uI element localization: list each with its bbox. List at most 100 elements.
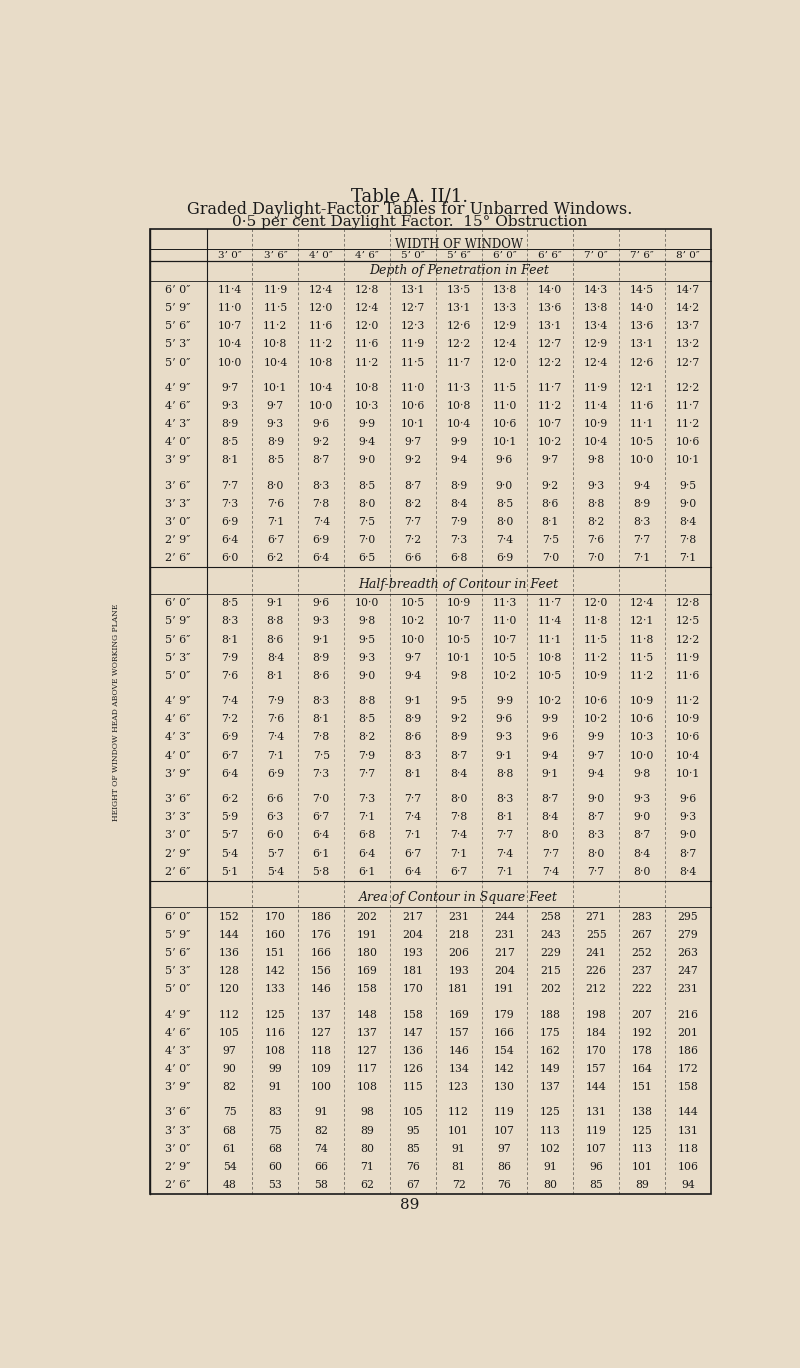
Text: 6·5: 6·5 bbox=[358, 554, 376, 564]
Text: 6·8: 6·8 bbox=[450, 554, 467, 564]
Text: 8·0: 8·0 bbox=[450, 793, 467, 804]
Text: 80: 80 bbox=[360, 1144, 374, 1153]
Text: 54: 54 bbox=[222, 1161, 237, 1172]
Text: 8·1: 8·1 bbox=[221, 456, 238, 465]
Text: 12·4: 12·4 bbox=[309, 285, 334, 294]
Text: 180: 180 bbox=[357, 948, 378, 958]
Text: 7·5: 7·5 bbox=[358, 517, 375, 527]
Text: 4’ 0″: 4’ 0″ bbox=[310, 250, 333, 260]
Text: 138: 138 bbox=[631, 1108, 653, 1118]
Text: 10·6: 10·6 bbox=[630, 714, 654, 724]
Text: 252: 252 bbox=[631, 948, 653, 958]
Text: 82: 82 bbox=[222, 1082, 237, 1092]
Text: 128: 128 bbox=[219, 966, 240, 977]
Text: 9·0: 9·0 bbox=[634, 813, 650, 822]
Text: 8·0: 8·0 bbox=[358, 499, 376, 509]
Text: 10·1: 10·1 bbox=[676, 769, 700, 778]
Text: 8·3: 8·3 bbox=[313, 480, 330, 491]
Text: 12·7: 12·7 bbox=[676, 357, 700, 368]
Text: 91: 91 bbox=[452, 1144, 466, 1153]
Text: 3’ 9″: 3’ 9″ bbox=[166, 456, 191, 465]
Text: 10·5: 10·5 bbox=[630, 438, 654, 447]
Text: 61: 61 bbox=[222, 1144, 237, 1153]
Text: 9·0: 9·0 bbox=[358, 670, 376, 681]
Text: 3’ 0″: 3’ 0″ bbox=[166, 517, 191, 527]
Text: 7·9: 7·9 bbox=[450, 517, 467, 527]
Text: 9·0: 9·0 bbox=[587, 793, 605, 804]
Text: 91: 91 bbox=[314, 1108, 328, 1118]
Text: 3’ 6″: 3’ 6″ bbox=[166, 480, 191, 491]
Text: 9·9: 9·9 bbox=[450, 438, 467, 447]
Text: 4’ 6″: 4’ 6″ bbox=[166, 1027, 191, 1038]
Text: 9·6: 9·6 bbox=[313, 598, 330, 609]
Text: 6·6: 6·6 bbox=[404, 554, 422, 564]
Text: 11·7: 11·7 bbox=[538, 598, 562, 609]
Text: 134: 134 bbox=[448, 1064, 469, 1074]
Text: 10·1: 10·1 bbox=[492, 438, 517, 447]
Text: 9·6: 9·6 bbox=[542, 732, 559, 743]
Text: 6·7: 6·7 bbox=[221, 751, 238, 761]
Text: 7·7: 7·7 bbox=[587, 867, 605, 877]
Text: 94: 94 bbox=[681, 1181, 694, 1190]
Text: 10·2: 10·2 bbox=[492, 670, 517, 681]
Text: 107: 107 bbox=[494, 1126, 515, 1135]
Text: Half-breadth of Contour in Feet: Half-breadth of Contour in Feet bbox=[358, 577, 558, 591]
Text: 142: 142 bbox=[494, 1064, 515, 1074]
Text: 8·2: 8·2 bbox=[404, 499, 422, 509]
Text: 10·8: 10·8 bbox=[263, 339, 287, 349]
Text: 175: 175 bbox=[540, 1027, 561, 1038]
Text: 5’ 6″: 5’ 6″ bbox=[166, 635, 191, 644]
Text: 8·5: 8·5 bbox=[266, 456, 284, 465]
Text: 9·8: 9·8 bbox=[634, 769, 650, 778]
Text: 8·1: 8·1 bbox=[542, 517, 559, 527]
Text: 85: 85 bbox=[406, 1144, 420, 1153]
Text: 8·9: 8·9 bbox=[450, 732, 467, 743]
Text: 12·4: 12·4 bbox=[584, 357, 608, 368]
Text: 11·2: 11·2 bbox=[676, 696, 700, 706]
Text: 9·3: 9·3 bbox=[634, 793, 650, 804]
Text: 3’ 9″: 3’ 9″ bbox=[166, 1082, 191, 1092]
Text: 158: 158 bbox=[357, 985, 378, 995]
Text: 5’ 6″: 5’ 6″ bbox=[446, 250, 470, 260]
Text: 8·3: 8·3 bbox=[496, 793, 513, 804]
Text: 9·7: 9·7 bbox=[587, 751, 605, 761]
Text: 11·2: 11·2 bbox=[676, 419, 700, 430]
Text: 11·0: 11·0 bbox=[218, 302, 242, 313]
Text: 10·1: 10·1 bbox=[263, 383, 287, 393]
Text: 5’ 3″: 5’ 3″ bbox=[166, 966, 191, 977]
Text: 108: 108 bbox=[265, 1047, 286, 1056]
Text: 152: 152 bbox=[219, 911, 240, 922]
Text: 10·1: 10·1 bbox=[446, 653, 471, 662]
Text: 11·1: 11·1 bbox=[538, 635, 562, 644]
Text: 11·5: 11·5 bbox=[263, 302, 287, 313]
Text: 157: 157 bbox=[448, 1027, 469, 1038]
Text: 7·4: 7·4 bbox=[496, 848, 513, 859]
Text: 10·4: 10·4 bbox=[218, 339, 242, 349]
Text: 9·0: 9·0 bbox=[496, 480, 513, 491]
Text: 7·9: 7·9 bbox=[267, 696, 284, 706]
Text: 9·4: 9·4 bbox=[587, 769, 605, 778]
Text: 7·7: 7·7 bbox=[404, 517, 422, 527]
Text: 146: 146 bbox=[310, 985, 332, 995]
Text: 10·9: 10·9 bbox=[584, 419, 608, 430]
Text: 12·0: 12·0 bbox=[355, 321, 379, 331]
Text: 8·6: 8·6 bbox=[404, 732, 422, 743]
Text: 113: 113 bbox=[540, 1126, 561, 1135]
Text: 7·6: 7·6 bbox=[266, 499, 284, 509]
Text: 191: 191 bbox=[357, 930, 378, 940]
Text: 8·1: 8·1 bbox=[266, 670, 284, 681]
Text: 76: 76 bbox=[406, 1161, 420, 1172]
Text: 105: 105 bbox=[402, 1108, 423, 1118]
Text: 6·0: 6·0 bbox=[221, 554, 238, 564]
Text: 267: 267 bbox=[631, 930, 653, 940]
Text: 11·6: 11·6 bbox=[355, 339, 379, 349]
Text: 10·3: 10·3 bbox=[630, 732, 654, 743]
Text: 6·0: 6·0 bbox=[266, 830, 284, 840]
Text: 112: 112 bbox=[219, 1010, 240, 1019]
Text: 10·1: 10·1 bbox=[401, 419, 425, 430]
Text: 2’ 6″: 2’ 6″ bbox=[166, 1181, 191, 1190]
Text: 6·2: 6·2 bbox=[221, 793, 238, 804]
Text: 181: 181 bbox=[402, 966, 423, 977]
Text: 11·8: 11·8 bbox=[630, 635, 654, 644]
Text: 137: 137 bbox=[310, 1010, 332, 1019]
